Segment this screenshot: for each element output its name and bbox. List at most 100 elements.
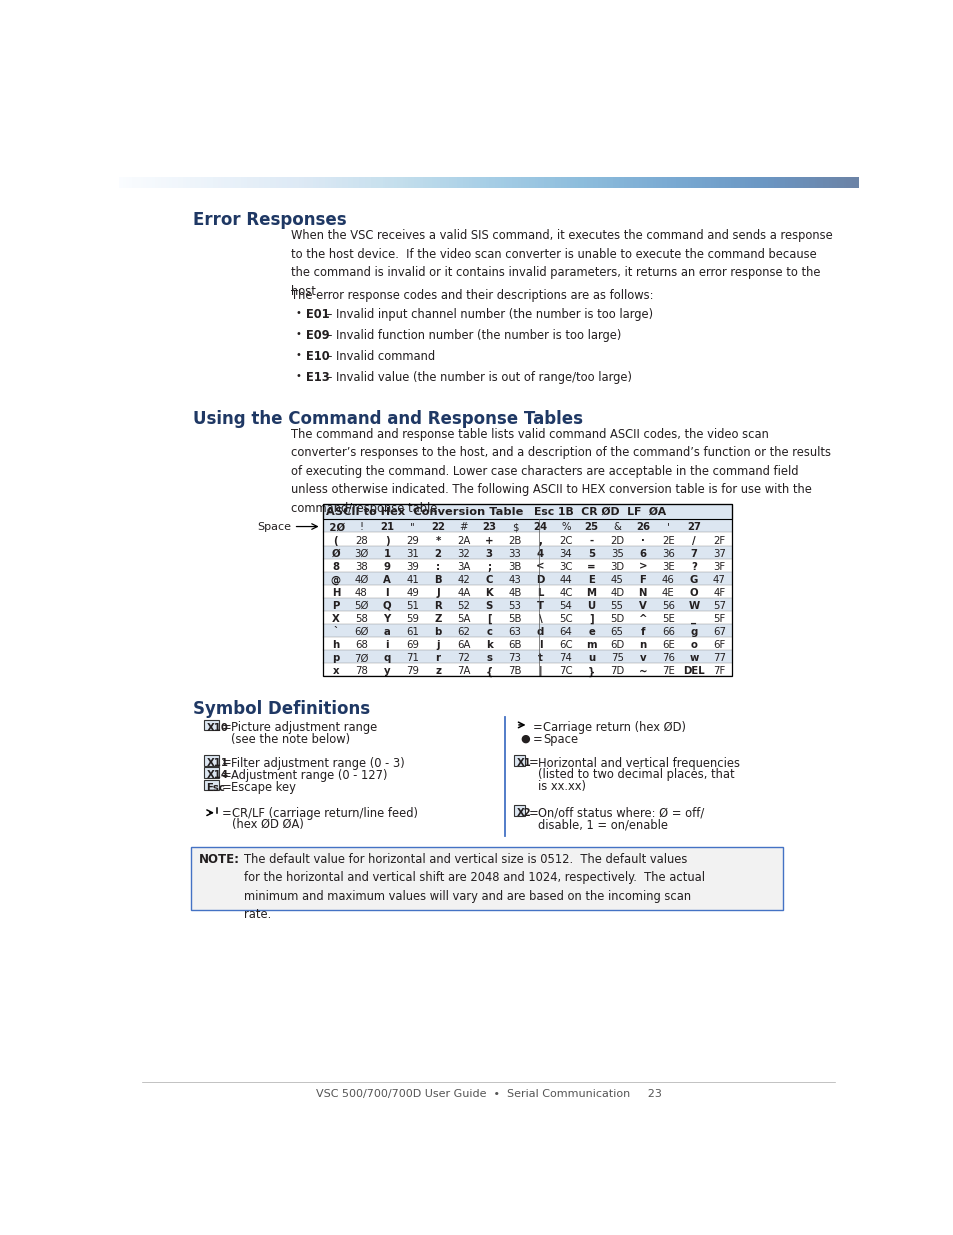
Text: – Invalid input channel number (the number is too large): – Invalid input channel number (the numb… — [323, 309, 653, 321]
Text: 5E: 5E — [661, 614, 674, 624]
Text: b: b — [434, 627, 441, 637]
Text: ●: ● — [520, 734, 530, 743]
Text: x: x — [333, 667, 338, 677]
Bar — [323, 651, 732, 663]
Text: B: B — [434, 574, 441, 585]
Text: 4C: 4C — [558, 588, 572, 598]
Text: X11: X11 — [206, 758, 228, 768]
Text: 44: 44 — [559, 574, 572, 585]
Text: 75: 75 — [610, 653, 623, 663]
Text: ;: ; — [487, 562, 491, 572]
Text: 8: 8 — [332, 562, 339, 572]
Text: 74: 74 — [559, 653, 572, 663]
Text: V: V — [639, 601, 646, 611]
Text: 2F: 2F — [713, 536, 725, 546]
Text: I: I — [385, 588, 389, 598]
Text: ~: ~ — [638, 667, 646, 677]
Text: 43: 43 — [508, 574, 520, 585]
Text: 5B: 5B — [508, 614, 521, 624]
Text: s: s — [486, 653, 492, 663]
Bar — [323, 585, 732, 598]
Text: 2Ø: 2Ø — [326, 522, 345, 532]
Text: =: = — [587, 562, 596, 572]
Text: >: > — [638, 562, 646, 572]
Text: 4A: 4A — [456, 588, 470, 598]
Text: X14: X14 — [206, 771, 228, 781]
Text: 4B: 4B — [508, 588, 521, 598]
Text: }: } — [587, 667, 595, 677]
Text: disable, 1 = on/enable: disable, 1 = on/enable — [537, 818, 667, 831]
Text: 3B: 3B — [508, 562, 521, 572]
Text: NOTE:: NOTE: — [199, 852, 240, 866]
Bar — [204, 720, 218, 730]
Text: p: p — [332, 653, 339, 663]
Text: 49: 49 — [406, 588, 418, 598]
Text: 5F: 5F — [713, 614, 725, 624]
Text: ASCII to Hex  Conversion Table: ASCII to Hex Conversion Table — [326, 508, 523, 517]
Text: R: R — [434, 601, 441, 611]
Text: 61: 61 — [406, 627, 418, 637]
Text: E10: E10 — [306, 350, 330, 363]
Text: 31: 31 — [406, 548, 418, 558]
Text: 6: 6 — [639, 548, 645, 558]
Text: _: _ — [691, 614, 696, 624]
Text: 42: 42 — [456, 574, 470, 585]
Text: `: ` — [333, 627, 338, 637]
Text: W: W — [688, 601, 699, 611]
Text: =: = — [528, 806, 537, 820]
Text: :: : — [436, 562, 439, 572]
Text: 45: 45 — [610, 574, 623, 585]
Text: 5D: 5D — [609, 614, 623, 624]
Bar — [323, 624, 732, 637]
Text: 63: 63 — [508, 627, 520, 637]
Text: U: U — [587, 601, 595, 611]
Text: 7D: 7D — [609, 667, 623, 677]
Text: H: H — [332, 588, 339, 598]
Text: 48: 48 — [355, 588, 368, 598]
Text: Y: Y — [383, 614, 390, 624]
Text: z: z — [435, 667, 440, 677]
Bar — [514, 755, 525, 766]
Text: 1: 1 — [383, 548, 390, 558]
Text: !: ! — [359, 522, 363, 532]
Text: D: D — [536, 574, 544, 585]
Bar — [323, 637, 732, 651]
Text: \: \ — [538, 614, 541, 624]
Text: 69: 69 — [406, 640, 418, 651]
Bar — [204, 767, 218, 778]
Text: r: r — [436, 653, 440, 663]
Text: The error response codes and their descriptions are as follows:: The error response codes and their descr… — [291, 289, 653, 303]
Text: y: y — [383, 667, 390, 677]
Text: •: • — [295, 330, 301, 340]
Bar — [323, 558, 732, 572]
Text: 6C: 6C — [558, 640, 572, 651]
Text: ·: · — [640, 536, 644, 546]
Text: 3E: 3E — [661, 562, 674, 572]
Text: 39: 39 — [406, 562, 418, 572]
Text: ]: ] — [589, 614, 594, 625]
Text: 25: 25 — [584, 522, 598, 532]
Text: $: $ — [511, 522, 517, 532]
Bar — [323, 572, 732, 585]
Text: 3F: 3F — [713, 562, 725, 572]
Text: 77: 77 — [712, 653, 725, 663]
Text: 73: 73 — [508, 653, 520, 663]
Text: Ø: Ø — [332, 548, 340, 558]
Bar — [204, 779, 218, 790]
Text: 37: 37 — [712, 548, 725, 558]
Text: Adjustment range (0 - 127): Adjustment range (0 - 127) — [231, 769, 387, 782]
Text: 6Ø: 6Ø — [354, 627, 368, 637]
Text: (: ( — [334, 536, 337, 546]
Text: 67: 67 — [712, 627, 725, 637]
Text: 76: 76 — [661, 653, 674, 663]
Text: F: F — [639, 574, 645, 585]
Text: X: X — [332, 614, 339, 624]
Text: 71: 71 — [406, 653, 418, 663]
Text: 7F: 7F — [713, 667, 725, 677]
Text: 52: 52 — [456, 601, 470, 611]
Text: K: K — [485, 588, 493, 598]
Text: 68: 68 — [355, 640, 368, 651]
Text: 65: 65 — [610, 627, 623, 637]
Text: {: { — [485, 667, 493, 677]
Bar — [323, 546, 732, 558]
